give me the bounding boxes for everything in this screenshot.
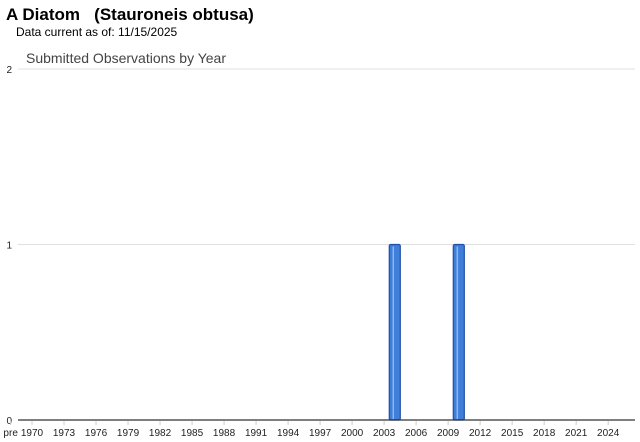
- chart-title: Submitted Observations by Year: [26, 50, 226, 66]
- x-tick-label: 2018: [533, 428, 556, 439]
- x-tick-label: 1988: [213, 428, 236, 439]
- x-tick-label: 1985: [181, 428, 204, 439]
- x-tick-label: 2009: [437, 428, 460, 439]
- x-tick-label: pre: [3, 428, 18, 439]
- x-tick-label: 1973: [53, 428, 76, 439]
- x-tick-label: 2000: [341, 428, 364, 439]
- bar-2010[interactable]: [452, 243, 465, 421]
- x-tick-label: 1997: [309, 428, 332, 439]
- x-tick-label: 1994: [277, 428, 300, 439]
- x-tick-label: 1982: [149, 428, 172, 439]
- x-tick-label: 1970: [21, 428, 44, 439]
- bar-2004[interactable]: [388, 243, 401, 421]
- x-tick-label: 1979: [117, 428, 140, 439]
- x-tick-label: 2021: [565, 428, 588, 439]
- x-tick-label: 1976: [85, 428, 108, 439]
- species-title: A Diatom (Stauroneis obtusa): [6, 5, 254, 24]
- y-tick-label: 2: [6, 65, 12, 76]
- x-tick-label: 1991: [245, 428, 268, 439]
- x-tick-label: 2006: [405, 428, 428, 439]
- x-tick-label: 2003: [373, 428, 396, 439]
- y-tick-label: 0: [6, 416, 12, 427]
- data-current-date: Data current as of: 11/15/2025: [16, 25, 178, 39]
- y-tick-label: 1: [6, 241, 12, 252]
- x-tick-label: 2015: [501, 428, 524, 439]
- x-tick-label: 2012: [469, 428, 492, 439]
- x-tick-label: 2024: [597, 428, 620, 439]
